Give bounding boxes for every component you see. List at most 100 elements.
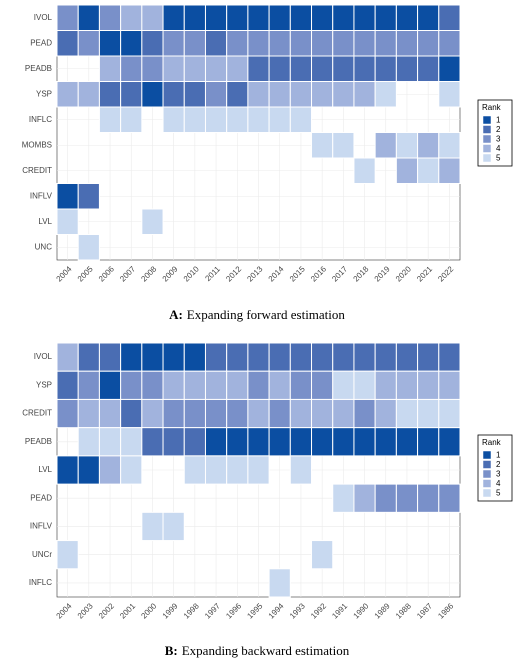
heat-cell (353, 342, 376, 372)
x-tick-label: 2022 (436, 264, 455, 283)
heat-cell (353, 427, 376, 457)
y-tick-label: LVL (38, 217, 52, 226)
heat-cell (311, 540, 334, 570)
heat-cell (162, 106, 185, 133)
heat-cell (162, 427, 185, 457)
y-tick-label: UNC (35, 242, 53, 251)
heat-cell (56, 540, 79, 570)
x-tick-label: 2009 (161, 264, 180, 283)
x-tick-label: 2020 (394, 264, 413, 283)
legend-swatch (482, 115, 492, 125)
heatmap-panel: 2004 2003 2002 2001 2000 1999 1998 1997 1996 1995… (22, 342, 513, 658)
heat-cell (374, 4, 397, 31)
heat-cell (247, 398, 270, 429)
heat-cell (395, 30, 419, 57)
heat-cell (226, 455, 249, 485)
caption-label: A: (169, 307, 183, 322)
heat-cell (120, 427, 143, 457)
heat-cell (374, 132, 397, 159)
heat-cell (438, 398, 461, 429)
heat-cell (204, 370, 228, 400)
heat-cell (395, 132, 419, 159)
heat-cell (332, 398, 355, 429)
heat-cell (311, 132, 334, 159)
x-tick-label: 1995 (245, 601, 264, 620)
heat-cell (204, 30, 228, 57)
heat-cell (204, 55, 228, 82)
heat-cell (56, 398, 79, 429)
x-tick-label: 2017 (330, 264, 349, 283)
heat-cell (395, 483, 419, 513)
y-tick-label: CREDIT (22, 409, 52, 418)
heat-cell (141, 55, 164, 82)
heat-cell (332, 4, 355, 31)
heat-cell (289, 81, 313, 108)
x-tick-label: 1997 (203, 601, 222, 620)
heat-cell (247, 55, 270, 82)
heat-cell (183, 398, 206, 429)
x-tick-label: 2003 (76, 601, 95, 620)
heat-cell (417, 30, 440, 57)
heat-cell (311, 370, 334, 400)
heat-cell (268, 4, 291, 31)
heat-cell (289, 30, 313, 57)
heat-cell (247, 106, 270, 133)
heat-cell (438, 4, 461, 31)
heat-cell (183, 427, 206, 457)
heat-cell (120, 342, 143, 372)
caption-text: Expanding forward estimation (187, 307, 346, 322)
heat-cell (56, 30, 79, 57)
heat-cell (162, 370, 185, 400)
y-tick-label: YSP (36, 380, 52, 389)
heat-cell (247, 30, 270, 57)
heat-cell (417, 342, 440, 372)
x-tick-label: 2004 (55, 264, 74, 283)
heat-cell (98, 4, 122, 31)
heat-cell (98, 81, 122, 108)
heat-cell (438, 370, 461, 400)
heat-cell (120, 106, 143, 133)
heat-cell (56, 342, 79, 372)
heat-cell (162, 81, 185, 108)
heat-cell (374, 398, 397, 429)
heat-cell (438, 30, 461, 57)
x-tick-label: 2018 (352, 264, 371, 283)
heat-cell (395, 157, 419, 184)
legend-swatch (482, 460, 492, 469)
x-tick-label: 1987 (415, 601, 434, 620)
x-tick-label: 1998 (182, 601, 201, 620)
y-tick-label: MOMBS (22, 140, 52, 149)
heat-cell (395, 55, 419, 82)
y-tick-label: INFLV (30, 191, 53, 200)
x-tick-label: 1992 (309, 601, 328, 620)
heat-cell (268, 398, 291, 429)
x-tick-label: 2012 (224, 264, 243, 283)
heat-cell (162, 30, 185, 57)
heat-cell (289, 398, 313, 429)
heat-cell (141, 4, 164, 31)
heat-cell (162, 4, 185, 31)
heat-cell (353, 483, 376, 513)
y-tick-label: LVL (38, 465, 52, 474)
heat-cell (98, 30, 122, 57)
heat-cell (374, 342, 397, 372)
heat-cell (268, 55, 291, 82)
heat-cell (417, 132, 440, 159)
y-tick-label: PEADB (25, 437, 52, 446)
heat-cell (77, 4, 100, 31)
y-tick-label: INFLC (29, 578, 52, 587)
x-tick-label: 2010 (182, 264, 201, 283)
x-tick-label: 2013 (245, 264, 264, 283)
heat-cell (311, 55, 334, 82)
legend-label: 4 (496, 144, 501, 153)
heat-cell (417, 157, 440, 184)
y-tick-label: UNCr (32, 550, 52, 559)
x-tick-label: 2019 (373, 264, 392, 283)
heat-cell (183, 4, 206, 31)
heat-cell (204, 398, 228, 429)
heat-cell (77, 427, 100, 457)
legend-swatch (482, 479, 492, 488)
x-tick-label: 2014 (267, 264, 286, 283)
legend-title: Rank (482, 103, 502, 112)
heat-cell (98, 106, 122, 133)
